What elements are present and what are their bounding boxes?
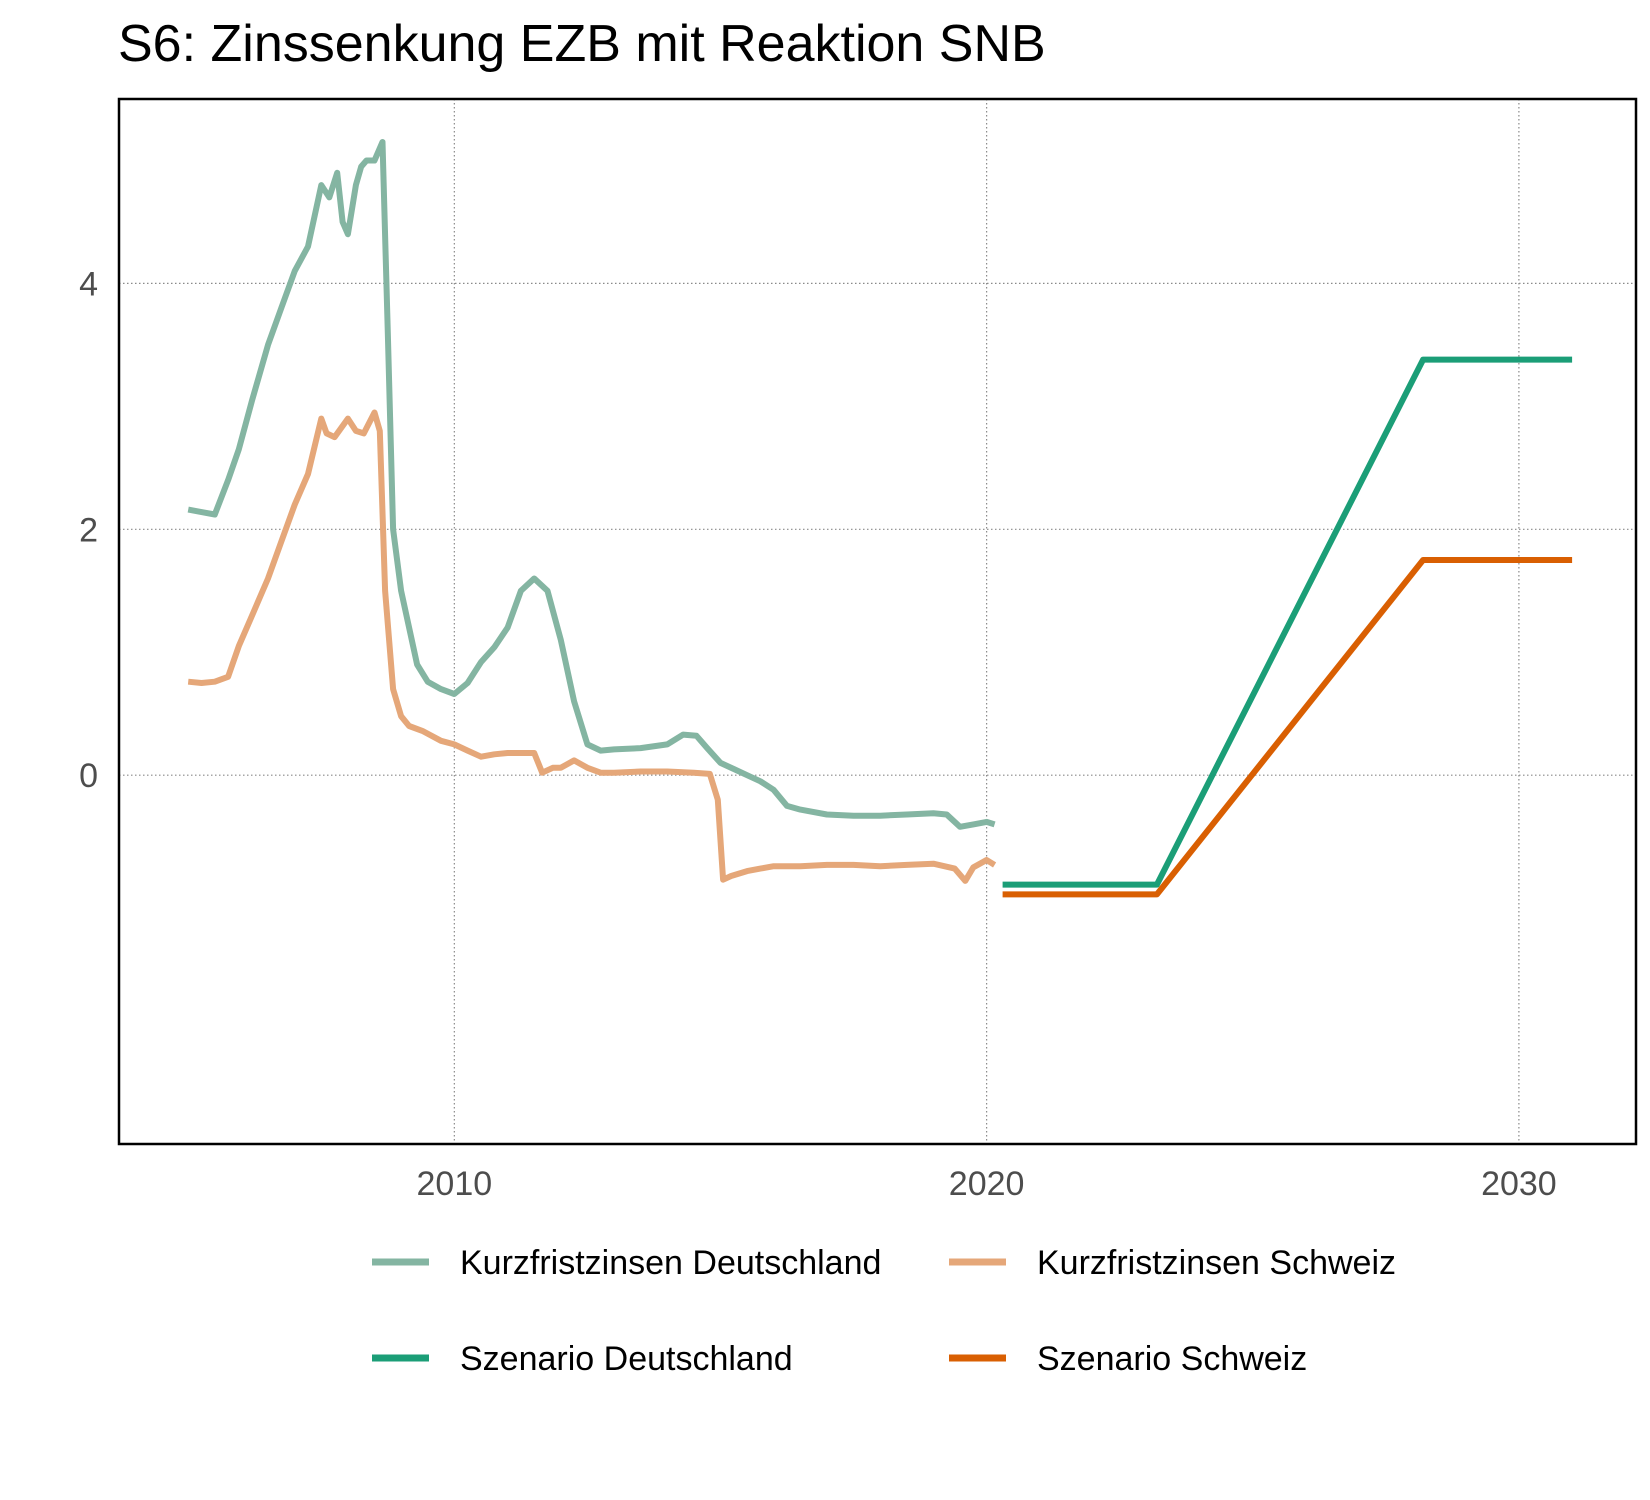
x-tick-label: 2030 — [1481, 1165, 1557, 1203]
grid-layer — [119, 99, 1636, 1144]
legend-label-0: Kurzfristzinsen Deutschland — [460, 1244, 881, 1282]
y-tick-label: 2 — [79, 511, 98, 549]
legend: Kurzfristzinsen Deutschland Kurzfristzins… — [372, 1244, 1396, 1378]
chart-title: S6: Zinssenkung EZB mit Reaktion SNB — [118, 15, 1046, 73]
x-tick-label: 2020 — [949, 1165, 1025, 1203]
y-tick-label: 0 — [79, 757, 98, 795]
legend-label-3: Szenario Schweiz — [1037, 1340, 1307, 1378]
series-line-0 — [187, 139, 996, 830]
series-line-2 — [1002, 356, 1573, 888]
series-line-1 — [187, 409, 997, 884]
series-line-3 — [1002, 557, 1573, 898]
legend-label-1: Kurzfristzinsen Schweiz — [1037, 1244, 1396, 1282]
legend-label-2: Szenario Deutschland — [460, 1340, 793, 1378]
x-tick-label: 2010 — [417, 1165, 493, 1203]
plot-frame — [117, 97, 1638, 1146]
y-tick-label: 4 — [79, 265, 98, 303]
series-layer — [187, 139, 1573, 898]
axis-layer: 2010 2020 2030 0 2 4 — [79, 265, 1557, 1203]
